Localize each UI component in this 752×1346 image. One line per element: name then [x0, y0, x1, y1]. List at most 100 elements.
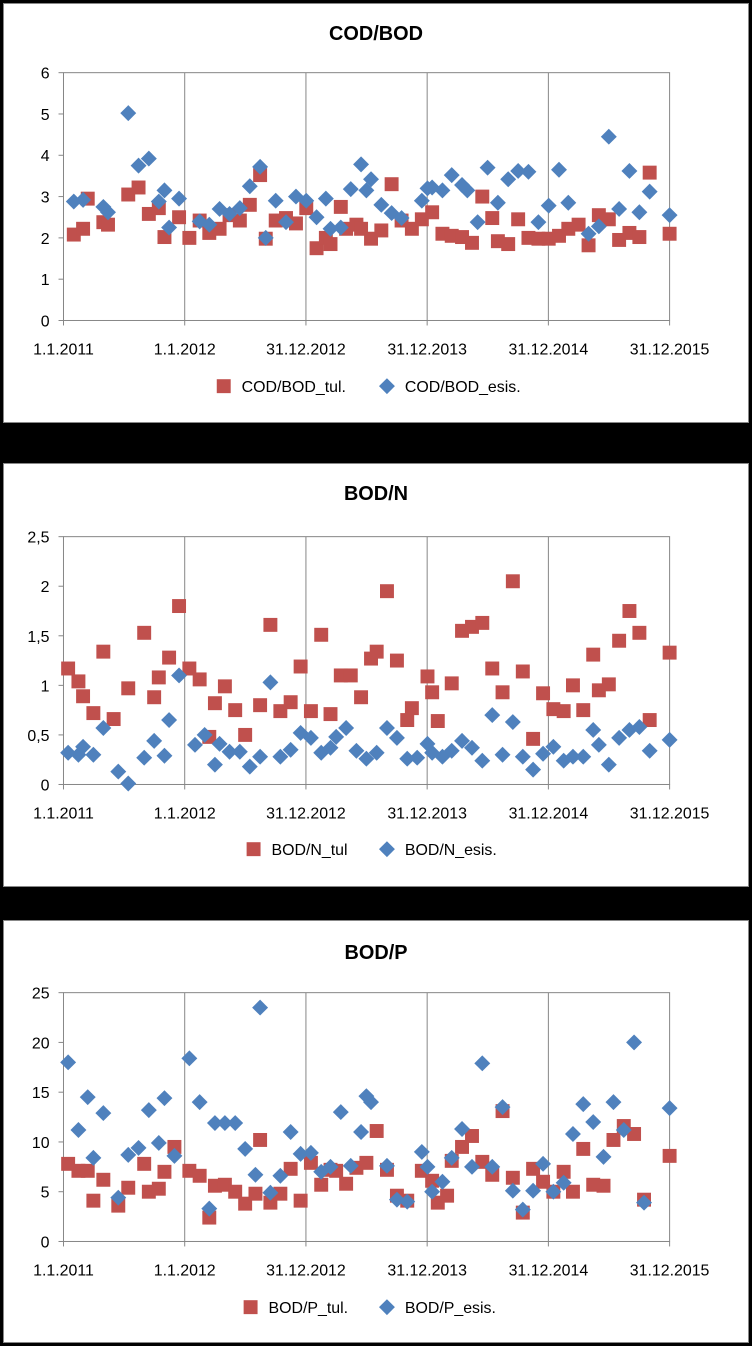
- legend-label-bod-p-tul: BOD/P_tul.: [269, 1300, 349, 1317]
- data-point: [359, 1155, 374, 1170]
- data-point: [137, 625, 152, 640]
- legend-marker-bod-p-esis: [378, 1299, 395, 1316]
- data-point: [505, 574, 520, 589]
- data-point: [469, 214, 486, 231]
- data-point: [399, 750, 416, 767]
- data-point: [475, 189, 490, 204]
- data-point: [454, 732, 470, 749]
- y-tick-label: 0: [41, 777, 50, 794]
- data-point: [211, 735, 228, 752]
- x-tick-label: 31.12.2015: [630, 341, 710, 358]
- data-point: [298, 192, 315, 209]
- data-point: [278, 214, 294, 231]
- data-point: [601, 677, 616, 692]
- data-point: [167, 1139, 182, 1154]
- data-point: [79, 1089, 96, 1106]
- data-point: [622, 604, 637, 618]
- data-point: [151, 670, 166, 685]
- x-tick-label: 1.1.2011: [33, 805, 94, 822]
- legend-marker-bod-p-tul: [243, 1300, 258, 1315]
- data-point: [302, 1144, 319, 1161]
- data-point: [459, 182, 476, 199]
- data-point: [611, 201, 628, 217]
- y-tick-label: 5: [41, 1185, 50, 1202]
- y-tick-label: 2,5: [27, 530, 49, 547]
- data-point: [515, 664, 530, 679]
- data-point: [136, 749, 153, 766]
- data-point: [545, 738, 562, 755]
- data-point: [201, 1200, 218, 1217]
- data-point: [379, 720, 395, 736]
- data-point: [338, 720, 355, 736]
- data-point: [272, 1167, 289, 1184]
- data-point: [536, 686, 551, 701]
- data-point: [384, 177, 399, 192]
- data-point: [182, 661, 197, 676]
- data-point: [600, 756, 617, 773]
- data-point: [333, 199, 348, 214]
- data-point: [514, 748, 531, 765]
- data-point: [369, 644, 384, 659]
- data-point: [171, 190, 188, 207]
- data-point: [106, 712, 121, 727]
- data-point: [560, 194, 577, 211]
- data-point: [95, 1105, 112, 1122]
- data-point: [504, 714, 521, 730]
- data-point: [181, 1050, 198, 1067]
- data-point: [253, 168, 268, 183]
- data-point: [475, 1154, 490, 1169]
- data-point: [443, 167, 460, 184]
- data-point: [511, 212, 526, 227]
- data-point: [464, 739, 480, 756]
- data-point: [146, 732, 163, 749]
- data-point: [80, 1163, 95, 1178]
- data-point: [389, 653, 404, 668]
- legend-marker-bod-n-tul: [246, 842, 261, 857]
- data-point: [369, 1124, 384, 1138]
- data-point: [494, 746, 511, 763]
- data-point: [150, 1134, 167, 1151]
- data-point: [166, 1147, 183, 1164]
- data-point: [187, 736, 203, 753]
- legend-label-cod-bod-tul: COD/BOD_tul.: [242, 379, 346, 396]
- chart-panel-bod-n: BOD/N 1.1.2011 1.1.2012 31.12.2012 31.12.201…: [3, 463, 749, 887]
- data-point: [586, 647, 601, 662]
- data-point: [156, 1090, 173, 1107]
- data-point: [440, 1188, 455, 1203]
- data-point: [353, 156, 370, 173]
- data-point: [505, 1170, 520, 1185]
- data-point: [661, 731, 678, 748]
- data-point: [425, 685, 440, 700]
- data-point: [252, 999, 269, 1016]
- data-point: [454, 1121, 470, 1137]
- data-point: [642, 713, 657, 728]
- data-point: [374, 223, 389, 238]
- y-tick-label: 0: [41, 313, 50, 330]
- x-tick-label: 31.12.2015: [630, 805, 710, 822]
- data-point: [465, 1129, 479, 1143]
- legend-marker-bod-n-esis: [378, 841, 395, 858]
- data-point: [590, 218, 607, 235]
- legend-marker-cod-bod-esis: [378, 378, 395, 395]
- data-point: [662, 1148, 677, 1163]
- y-tick-label: 3: [41, 190, 50, 207]
- data-point: [232, 213, 247, 228]
- data-point: [388, 1191, 405, 1208]
- data-point: [267, 192, 284, 209]
- data-point: [661, 207, 678, 224]
- x-tick-label: 31.12.2013: [387, 341, 467, 358]
- data-point: [121, 1180, 136, 1195]
- chart-bod-n: BOD/N 1.1.2011 1.1.2012 31.12.2012 31.12.201…: [27, 483, 710, 859]
- data-point: [221, 743, 238, 760]
- data-point: [241, 178, 258, 195]
- data-point: [293, 1193, 308, 1208]
- data-point: [252, 158, 269, 175]
- data-point: [535, 1155, 552, 1172]
- data-point: [60, 744, 77, 761]
- data-point: [228, 1184, 243, 1199]
- data-point: [419, 735, 436, 752]
- data-point: [182, 230, 197, 245]
- data-point: [455, 1139, 469, 1154]
- data-point: [172, 210, 187, 225]
- x-tick-label: 31.12.2014: [509, 805, 589, 822]
